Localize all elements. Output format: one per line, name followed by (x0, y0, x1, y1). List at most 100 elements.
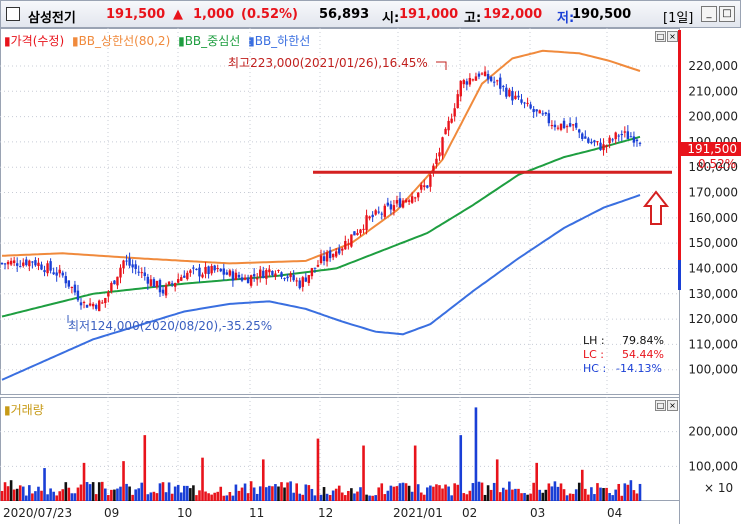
price-candle (559, 123, 563, 130)
price-candle (571, 124, 575, 126)
volume-bar (544, 489, 548, 501)
volume-bar (201, 457, 204, 501)
price-candle (152, 279, 156, 288)
volume-bar (511, 489, 514, 501)
volume-bar (422, 494, 426, 501)
volume-bar (103, 488, 107, 501)
price-candle (73, 284, 77, 293)
date-label: 04 (607, 506, 623, 520)
pane-restore-button[interactable]: □ (655, 31, 666, 42)
volume-bar (638, 483, 642, 501)
legend-price-marker: ▮ (4, 34, 11, 48)
price-candle (568, 123, 572, 127)
volume-bar (456, 484, 460, 501)
volume-bar (501, 487, 505, 501)
price-candle (632, 136, 636, 143)
volume-bar (46, 494, 49, 501)
volume-multiplier: × 10 (704, 481, 734, 495)
price-tick-label: 110,000 (688, 337, 738, 351)
volume-bar (216, 491, 220, 501)
price-tick-label: 180,000 (688, 160, 738, 174)
volume-bar (97, 482, 101, 501)
price-candle (492, 81, 496, 83)
volume-legend-label[interactable]: 거래량 (10, 403, 44, 417)
price-candle (110, 282, 113, 292)
price-candle (301, 277, 304, 287)
price-candle (113, 280, 116, 285)
y-axis-scale[interactable] (679, 28, 743, 524)
price-candle (195, 268, 198, 270)
maximize-button[interactable]: □ (719, 6, 735, 22)
minimize-button[interactable]: _ (701, 6, 717, 22)
legend-bb-mid[interactable]: BB_중심선 (184, 34, 241, 48)
price-candle (514, 95, 517, 99)
price-candle (52, 272, 55, 275)
legend-bb-upper[interactable]: BB_상한선(80,2) (78, 34, 171, 48)
price-candle (377, 211, 380, 213)
volume-bar (49, 488, 52, 501)
price-candle (161, 289, 165, 294)
price-candle (274, 273, 277, 277)
volume-bar (125, 483, 128, 501)
volume-bar (310, 488, 314, 501)
volume-pane-close-button[interactable]: × (667, 400, 678, 411)
price-candle (319, 255, 323, 264)
price-candle (368, 216, 371, 219)
volume-bar (514, 488, 517, 501)
high-price: 192,000 (483, 7, 543, 22)
volume-bar (632, 490, 636, 501)
volume-bar (158, 483, 162, 501)
volume-bar (389, 485, 393, 501)
price-candle (526, 102, 529, 104)
price-candle (635, 139, 639, 142)
volume-bar (82, 462, 86, 501)
price-candle (356, 232, 359, 235)
price-candle (338, 248, 341, 254)
price-candle (252, 274, 256, 277)
volume-bar (182, 485, 186, 501)
price-candle (98, 300, 101, 312)
volume-bar (559, 483, 563, 501)
volume-bar (222, 495, 226, 501)
bb-upper-line (1, 49, 641, 265)
volume-bar (350, 488, 353, 501)
stock-name[interactable]: 삼성전기 (28, 11, 76, 26)
volume-bar (37, 486, 40, 501)
title-bar: 삼성전기 191,500 ▲ 1,000 (0.52%) 56,893 시: 1… (0, 0, 741, 28)
volume-pane[interactable] (0, 397, 680, 501)
volume-bar (340, 492, 344, 501)
volume-bar (167, 482, 171, 501)
price-candle (307, 275, 311, 284)
volume-bar (429, 485, 432, 501)
open-label: 시: (382, 11, 400, 26)
price-candle (611, 139, 614, 141)
period-selector[interactable]: [1일] (663, 11, 694, 26)
price-candle (170, 283, 174, 285)
volume-bar (70, 493, 74, 501)
price-candle (137, 271, 140, 273)
price-candle (578, 129, 581, 133)
window-menu-icon[interactable] (6, 7, 20, 21)
volume-bar (170, 493, 174, 501)
legend-bb-lower[interactable]: BB_하한선 (254, 34, 311, 48)
volume-bar (94, 494, 98, 501)
current-price: 191,500 (106, 7, 166, 22)
volume-bar (486, 485, 490, 501)
volume-bar (556, 486, 560, 501)
volume-bar (219, 486, 223, 501)
price-candle (164, 284, 168, 296)
legend-price[interactable]: 가격(수정) (10, 34, 65, 48)
volume-bar (593, 494, 596, 501)
volume-pane-restore-button[interactable]: □ (655, 400, 666, 411)
price-candle (629, 136, 633, 138)
price-candle (596, 141, 599, 143)
volume-bar (91, 482, 95, 501)
volume-bar (590, 487, 593, 501)
pane-close-button[interactable]: × (667, 31, 678, 42)
date-label: 12 (318, 506, 334, 520)
volume-bar (541, 492, 545, 501)
price-candle (43, 270, 46, 273)
volume-bar (617, 483, 621, 501)
volume-bar (277, 486, 280, 501)
